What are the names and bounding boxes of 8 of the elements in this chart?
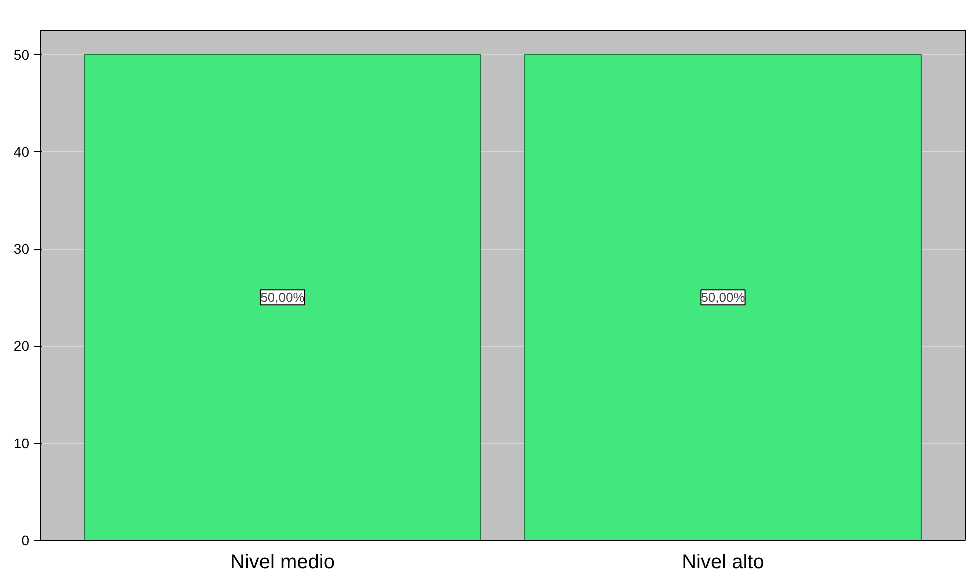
y-tick-label: 10 bbox=[14, 435, 30, 452]
y-tick-label: 30 bbox=[14, 241, 30, 258]
x-tick-label: Nivel alto bbox=[682, 552, 764, 574]
y-tick-label: 40 bbox=[14, 144, 30, 160]
x-tick-label: Nivel medio bbox=[230, 552, 336, 574]
y-tick-label: 50 bbox=[14, 46, 30, 63]
y-tick-label: 0 bbox=[22, 532, 30, 548]
y-tick-label: 20 bbox=[14, 338, 30, 354]
